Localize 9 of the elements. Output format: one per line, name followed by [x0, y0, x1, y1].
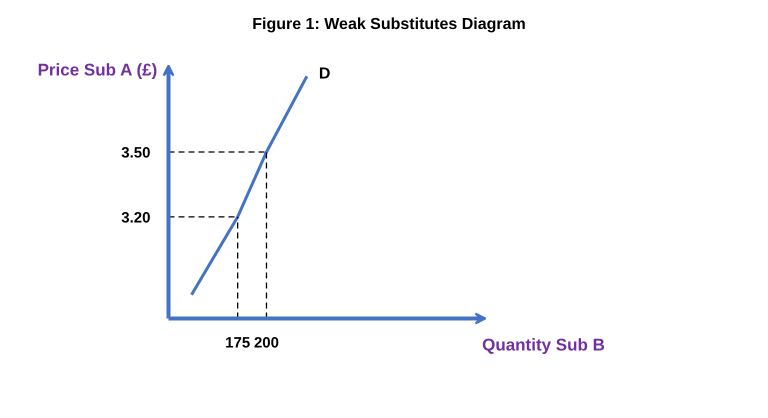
y-tick-label: 3.20 — [121, 209, 151, 226]
x-tick-label: 175 — [225, 334, 250, 352]
x-axis-title: Quantity Sub B — [482, 336, 605, 354]
x-tick-label: 200 — [254, 334, 279, 352]
y-tick-label: 3.50 — [121, 144, 151, 162]
y-axis-title: Price Sub A (£) — [38, 60, 158, 80]
chart-title: Figure 1: Weak Substitutes Diagram — [252, 15, 526, 35]
series-label: D — [318, 65, 330, 82]
line-series — [190, 74, 308, 296]
